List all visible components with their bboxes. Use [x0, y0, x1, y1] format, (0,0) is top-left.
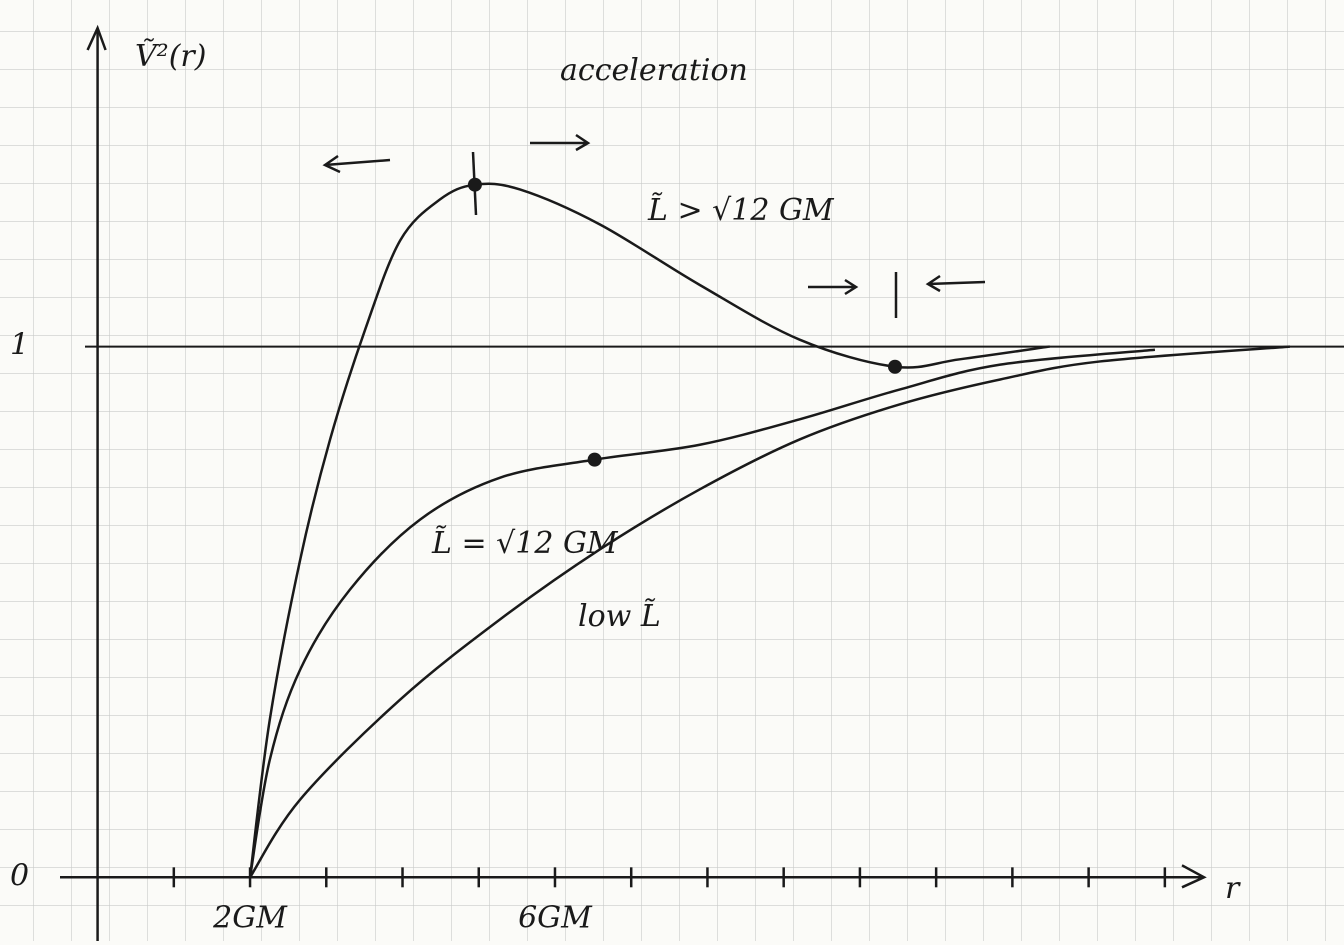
annotation: L̃ = √12 GM [431, 526, 619, 561]
y-tick-label: 1 [10, 328, 29, 363]
grid-paper [0, 0, 1344, 941]
x-axis-label: r [1225, 871, 1241, 906]
chart: 0 1 2GM 6GM Ṽ²(r) r acceleration L̃ > √12 G… [0, 0, 1344, 941]
annotation: low L̃ [578, 599, 661, 634]
annotation: acceleration [560, 53, 748, 88]
annotation: L̃ > √12 GM [647, 193, 835, 228]
x-tick-label: 2GM [212, 900, 288, 935]
y-tick-label: 0 [10, 858, 29, 893]
extremum-dot [588, 453, 602, 467]
y-axis-label: Ṽ²(r) [135, 38, 206, 74]
extremum-dot [888, 360, 902, 374]
x-tick-label: 6GM [518, 900, 593, 935]
